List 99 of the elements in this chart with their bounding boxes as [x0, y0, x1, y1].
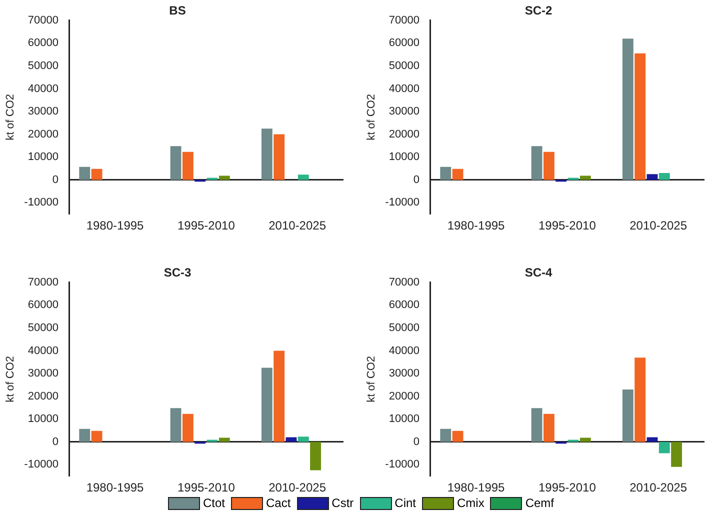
x-tick-label: 1980-1995	[447, 218, 506, 232]
bar	[646, 174, 658, 180]
bar	[671, 442, 682, 467]
y-tick-label: 0	[52, 174, 58, 186]
bar	[286, 437, 297, 442]
y-tick-label: 10000	[28, 413, 58, 426]
x-tick-label: 2010-2025	[630, 480, 688, 494]
y-tick-label: 70000	[388, 276, 420, 288]
bar	[531, 408, 542, 442]
bar	[543, 414, 554, 442]
y-tick-label: 70000	[388, 14, 420, 26]
bar	[634, 53, 646, 180]
y-tick-label: -10000	[385, 458, 420, 471]
x-tick-label: 1995-2010	[177, 218, 236, 232]
legend-label: Cemf	[525, 496, 554, 510]
y-tick-label: 60000	[388, 299, 420, 312]
y-axis-title: kt of CO2	[366, 94, 378, 140]
bar	[310, 442, 322, 470]
y-tick-label: 30000	[388, 106, 420, 118]
bar	[182, 152, 194, 180]
x-tick-label: 2010-2025	[268, 480, 326, 494]
bar	[440, 166, 452, 180]
bar	[658, 173, 670, 180]
bar	[274, 350, 285, 442]
y-tick-label: 60000	[28, 37, 58, 50]
y-tick-label: 30000	[28, 368, 58, 380]
bar	[580, 438, 591, 442]
y-tick-label: -10000	[24, 458, 58, 471]
x-tick-label: 1995-2010	[538, 218, 596, 232]
y-tick-label: 0	[413, 436, 420, 448]
y-tick-label: 10000	[388, 413, 420, 426]
legend-label: Cmix	[457, 496, 484, 510]
bar	[440, 428, 452, 442]
y-tick-label: 0	[413, 174, 420, 186]
bar	[580, 176, 591, 180]
y-tick-label: -10000	[385, 196, 420, 209]
y-axis-title: kt of CO2	[4, 356, 17, 402]
x-tick-label: 1980-1995	[86, 480, 144, 494]
bar	[452, 430, 464, 442]
x-tick-label: 1995-2010	[177, 480, 236, 494]
y-tick-label: 20000	[28, 390, 58, 402]
bar	[531, 146, 542, 180]
y-tick-label: 10000	[28, 151, 58, 164]
bar	[622, 38, 634, 180]
legend-label: Cact	[266, 496, 291, 510]
x-tick-label: 1995-2010	[538, 480, 596, 494]
legend-label: Ctot	[202, 496, 225, 510]
bar	[79, 166, 90, 180]
bar	[261, 368, 272, 442]
bar	[298, 174, 309, 180]
y-tick-label: 50000	[28, 60, 58, 72]
bar	[634, 358, 646, 442]
legend-label: Cint	[394, 496, 416, 510]
y-tick-label: 60000	[388, 37, 420, 50]
bar	[622, 389, 634, 442]
bar	[170, 408, 182, 442]
y-axis-title: kt of CO2	[4, 94, 17, 140]
bar	[261, 128, 272, 180]
chart-title: SC-3	[164, 266, 192, 280]
bar	[170, 146, 182, 180]
chart-title: BS	[169, 4, 186, 18]
bar	[182, 414, 194, 442]
y-tick-label: 50000	[28, 322, 58, 334]
y-tick-label: 30000	[28, 106, 58, 118]
y-tick-label: 30000	[388, 368, 420, 380]
y-axis-title: kt of CO2	[366, 356, 378, 402]
bar	[298, 436, 309, 442]
legend-label: Cstr	[332, 496, 354, 510]
y-tick-label: 70000	[28, 276, 58, 288]
bar	[91, 168, 102, 180]
chart-title: SC-4	[524, 266, 552, 280]
y-tick-label: 40000	[388, 82, 420, 95]
y-tick-label: 60000	[28, 299, 58, 312]
bar	[543, 152, 554, 180]
bar	[218, 438, 230, 442]
bar	[218, 176, 230, 180]
y-tick-label: 50000	[388, 322, 420, 334]
x-tick-label: 2010-2025	[630, 218, 688, 232]
y-tick-label: 20000	[388, 390, 420, 402]
bar	[91, 430, 102, 442]
x-tick-label: 1980-1995	[86, 218, 144, 232]
y-tick-label: 40000	[28, 344, 58, 357]
bar	[646, 437, 658, 442]
y-tick-label: -10000	[24, 196, 58, 209]
bar	[79, 428, 90, 442]
y-tick-label: 40000	[388, 344, 420, 357]
x-tick-label: 2010-2025	[268, 218, 326, 232]
y-tick-label: 0	[52, 436, 58, 448]
x-tick-label: 1980-1995	[447, 480, 506, 494]
bar	[658, 442, 670, 454]
y-tick-label: 20000	[28, 128, 58, 140]
y-tick-label: 50000	[388, 60, 420, 72]
y-tick-label: 20000	[388, 128, 420, 140]
bar	[274, 134, 285, 180]
bar	[452, 168, 464, 180]
chart-title: SC-2	[524, 4, 552, 18]
y-tick-label: 10000	[388, 151, 420, 164]
y-tick-label: 70000	[28, 14, 58, 26]
y-tick-label: 40000	[28, 82, 58, 95]
